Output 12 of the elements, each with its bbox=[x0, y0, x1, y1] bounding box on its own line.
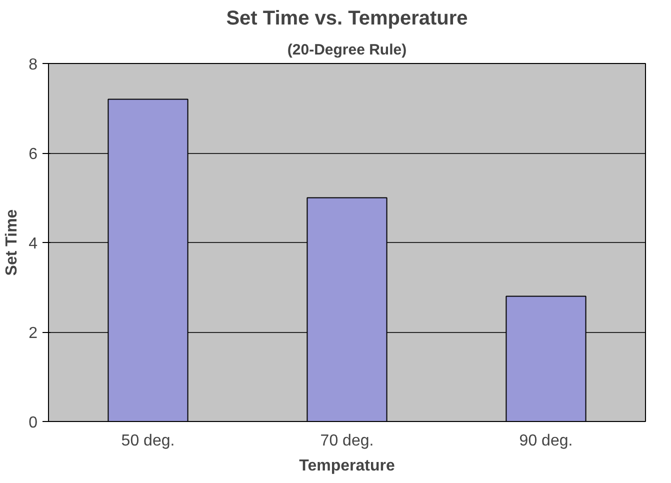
y-tick-label: 0 bbox=[28, 414, 38, 432]
x-tick-label: 90 deg. bbox=[519, 432, 573, 450]
chart-subtitle: (20-Degree Rule) bbox=[287, 42, 407, 58]
y-tick-label: 6 bbox=[28, 146, 38, 163]
y-tick-label: 2 bbox=[28, 325, 38, 342]
y-axis-title: Set Time bbox=[4, 209, 21, 276]
x-tick-label: 70 deg. bbox=[320, 432, 374, 450]
y-tick-label: 8 bbox=[28, 56, 38, 74]
chart-title: Set Time vs. Temperature bbox=[226, 8, 468, 30]
x-tick-label: 50 deg. bbox=[121, 432, 175, 450]
x-axis-title: Temperature bbox=[299, 458, 395, 474]
y-tick-label: 4 bbox=[28, 236, 38, 252]
